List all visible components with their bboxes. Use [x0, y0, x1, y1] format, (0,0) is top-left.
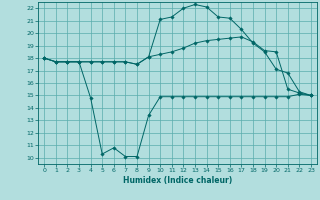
X-axis label: Humidex (Indice chaleur): Humidex (Indice chaleur): [123, 176, 232, 185]
